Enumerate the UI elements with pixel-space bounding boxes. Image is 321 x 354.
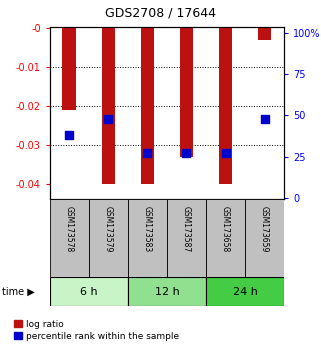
Point <box>223 150 228 156</box>
Text: GSM173659: GSM173659 <box>260 206 269 252</box>
Bar <box>89 199 128 277</box>
Text: GSM173579: GSM173579 <box>104 206 113 252</box>
Point <box>67 132 72 138</box>
Bar <box>206 277 284 306</box>
Bar <box>63 28 76 110</box>
Point <box>262 116 267 121</box>
Bar <box>141 28 154 184</box>
Text: GSM173583: GSM173583 <box>143 206 152 252</box>
Bar <box>206 199 245 277</box>
Bar <box>180 28 193 156</box>
Bar <box>167 199 206 277</box>
Legend: log ratio, percentile rank within the sample: log ratio, percentile rank within the sa… <box>14 320 179 341</box>
Bar <box>219 28 232 184</box>
Bar <box>50 277 128 306</box>
Point <box>184 150 189 156</box>
Text: time ▶: time ▶ <box>2 287 34 297</box>
Text: GSM173578: GSM173578 <box>65 206 74 252</box>
Point <box>145 150 150 156</box>
Bar <box>258 28 271 40</box>
Text: GSM173658: GSM173658 <box>221 206 230 252</box>
Bar <box>128 277 206 306</box>
Text: 24 h: 24 h <box>233 287 257 297</box>
Bar <box>245 199 284 277</box>
Bar <box>101 28 115 184</box>
Text: GDS2708 / 17644: GDS2708 / 17644 <box>105 6 216 19</box>
Text: 6 h: 6 h <box>80 287 98 297</box>
Text: 12 h: 12 h <box>154 287 179 297</box>
Text: GSM173587: GSM173587 <box>182 206 191 252</box>
Bar <box>128 199 167 277</box>
Point <box>106 116 111 121</box>
Bar <box>50 199 89 277</box>
